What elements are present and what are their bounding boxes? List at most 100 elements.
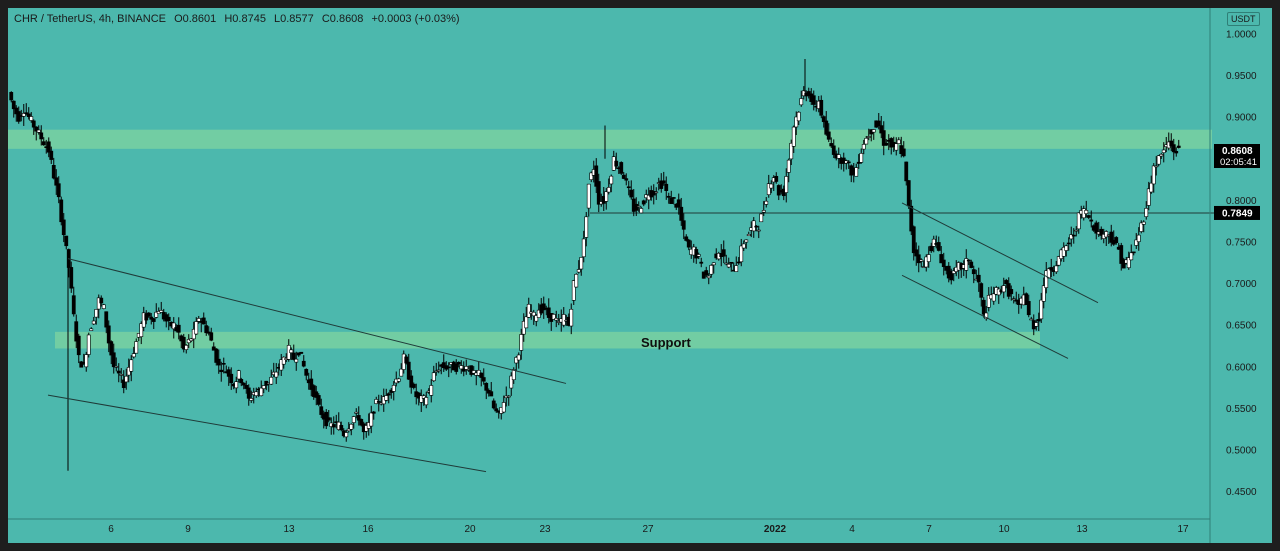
candle-up bbox=[1154, 165, 1159, 168]
candle-down bbox=[1094, 222, 1099, 234]
candle-down bbox=[936, 242, 941, 251]
candle-up bbox=[764, 200, 769, 205]
candle-down bbox=[1009, 289, 1014, 295]
candle-up bbox=[769, 183, 774, 189]
candle-up bbox=[636, 205, 641, 208]
candle-up bbox=[706, 275, 711, 279]
candle-up bbox=[21, 113, 26, 117]
candle-up bbox=[84, 354, 89, 368]
candle-down bbox=[319, 406, 324, 415]
candle-down bbox=[409, 375, 414, 388]
candle-down bbox=[244, 385, 249, 389]
candle-up bbox=[654, 191, 659, 194]
candle-up bbox=[124, 375, 129, 383]
candle-down bbox=[211, 346, 216, 351]
candle-down bbox=[176, 324, 181, 333]
trendline bbox=[47, 394, 487, 473]
candle-up bbox=[91, 320, 96, 325]
candle-down bbox=[34, 126, 39, 132]
candle-up bbox=[1126, 257, 1131, 269]
candle-down bbox=[79, 361, 84, 368]
candle-down bbox=[314, 391, 319, 398]
candle-down bbox=[916, 254, 921, 264]
candle-up bbox=[346, 428, 351, 432]
candle-up bbox=[646, 194, 651, 201]
y-tick-label: 0.7500 bbox=[1226, 238, 1257, 249]
candle-down bbox=[976, 274, 981, 283]
candle-up bbox=[1061, 246, 1066, 257]
candle-up bbox=[709, 265, 714, 275]
legend-high: H0.8745 bbox=[224, 13, 266, 25]
candle-up bbox=[236, 370, 241, 380]
y-tick-label: 1.0000 bbox=[1226, 30, 1257, 41]
candle-up bbox=[964, 258, 969, 271]
candle-up bbox=[1074, 229, 1079, 232]
candle-up bbox=[1146, 188, 1151, 206]
candle-down bbox=[219, 369, 224, 373]
candle-up bbox=[861, 144, 866, 150]
candle-down bbox=[1119, 245, 1124, 264]
candle-up bbox=[791, 126, 796, 147]
candle-up bbox=[184, 345, 189, 350]
candle-up bbox=[759, 213, 764, 223]
candle-down bbox=[681, 220, 686, 230]
candle-down bbox=[376, 401, 381, 403]
candle-down bbox=[684, 236, 689, 241]
candle-up bbox=[1156, 155, 1161, 165]
candle-down bbox=[1049, 267, 1054, 271]
candle-up bbox=[1011, 298, 1016, 301]
candle-up bbox=[926, 254, 931, 262]
candle-down bbox=[1066, 242, 1071, 245]
candle-up bbox=[471, 370, 476, 374]
x-tick-label: 27 bbox=[642, 524, 654, 535]
candle-up bbox=[281, 356, 286, 365]
trendline bbox=[901, 274, 1069, 359]
candle-down bbox=[144, 313, 149, 321]
candle-down bbox=[59, 199, 64, 223]
candle-up bbox=[859, 153, 864, 163]
legend-symbol: CHR / TetherUS, 4h, BINANCE bbox=[14, 13, 167, 25]
candle-up bbox=[896, 139, 901, 144]
candle-up bbox=[799, 98, 804, 106]
candle-up bbox=[581, 238, 586, 258]
candle-down bbox=[446, 366, 451, 369]
candle-down bbox=[929, 245, 934, 252]
candle-down bbox=[981, 299, 986, 315]
candle-down bbox=[56, 183, 61, 198]
candle-down bbox=[146, 312, 151, 317]
candle-up bbox=[744, 239, 749, 243]
candle-down bbox=[541, 303, 546, 311]
candle-down bbox=[664, 183, 669, 191]
x-tick-label: 17 bbox=[1177, 524, 1189, 535]
legend-open: O0.8601 bbox=[174, 13, 217, 25]
candle-up bbox=[1151, 165, 1156, 185]
candle-up bbox=[399, 368, 404, 377]
candle-down bbox=[1174, 150, 1179, 154]
candle-down bbox=[484, 382, 489, 391]
candle-down bbox=[846, 161, 851, 164]
candle-down bbox=[326, 417, 331, 421]
candle-down bbox=[121, 379, 126, 388]
candle-down bbox=[721, 249, 726, 257]
candle-down bbox=[659, 180, 664, 189]
candle-up bbox=[434, 370, 439, 373]
candle-up bbox=[519, 334, 524, 351]
candle-down bbox=[204, 325, 209, 334]
y-tick-label: 0.9500 bbox=[1226, 71, 1257, 82]
candle-up bbox=[1029, 318, 1034, 321]
candle-down bbox=[201, 317, 206, 325]
x-tick-label: 23 bbox=[539, 524, 551, 535]
candle-up bbox=[1144, 208, 1149, 217]
candle-down bbox=[221, 363, 226, 365]
candle-down bbox=[821, 116, 826, 123]
currency-badge[interactable]: USDT bbox=[1227, 12, 1260, 26]
candle-up bbox=[1001, 285, 1006, 293]
candle-up bbox=[1129, 252, 1134, 261]
candle-up bbox=[29, 116, 34, 121]
candle-up bbox=[101, 304, 106, 309]
price-chart[interactable]: Support1.00000.95000.90000.85000.80000.7… bbox=[8, 8, 1272, 543]
candle-down bbox=[826, 131, 831, 140]
candle-down bbox=[546, 307, 551, 318]
candle-down bbox=[1169, 140, 1174, 147]
candle-up bbox=[1056, 256, 1061, 266]
